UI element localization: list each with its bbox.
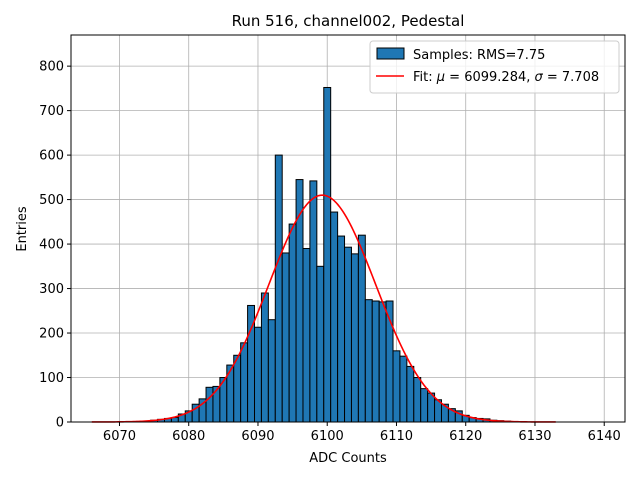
legend-samples-label: Samples: RMS=7.75 (413, 48, 545, 63)
fit-curve-group (91, 194, 556, 423)
histogram-bar (274, 154, 283, 423)
histogram-bar (288, 223, 297, 423)
legend-box (369, 40, 620, 94)
histogram-bar (323, 86, 332, 423)
legend-fit-sigma-symbol: σ (535, 70, 544, 85)
histogram-bar (233, 354, 242, 423)
histogram-bar (357, 234, 366, 423)
histogram-bar (392, 350, 401, 423)
x-tick-label: 6100 (311, 429, 344, 444)
histogram-bar (309, 180, 318, 423)
x-tick-label: 6120 (449, 429, 482, 444)
histogram-bar (413, 377, 422, 423)
histogram-bar (399, 355, 408, 423)
legend-fit-mu-symbol: μ (436, 70, 445, 85)
histogram-bar (302, 248, 311, 423)
fit-curve (91, 194, 556, 423)
y-tick-label: 200 (39, 327, 64, 342)
histogram-bar (254, 326, 262, 423)
histogram-bar (260, 292, 269, 423)
y-tick-label: 400 (39, 238, 64, 253)
y-tick-label: 0 (56, 416, 64, 431)
x-tick-label: 6080 (172, 429, 205, 444)
y-tick-label: 800 (39, 60, 64, 75)
y-tick-label: 300 (39, 282, 64, 297)
legend-fit-prefix: Fit: (413, 70, 437, 85)
histogram-bar (316, 265, 325, 423)
y-axis-ticks: 0 100 200 300 400 500 600 700 800 (39, 60, 71, 431)
x-tick-label: 6130 (518, 429, 551, 444)
histogram-bar (205, 386, 214, 423)
plot-frame (70, 34, 626, 423)
histogram-bar (240, 342, 249, 423)
histogram-bar (281, 252, 290, 423)
chart-title: Run 516, channel002, Pedestal (232, 12, 465, 30)
x-tick-label: 6140 (588, 429, 621, 444)
legend-fit-label: Fit: μ = 6099.284, σ = 7.708 (413, 70, 599, 85)
legend-fit-sigma-value: = 7.708 (543, 70, 599, 85)
histogram-bar (371, 300, 380, 423)
histogram-bar (337, 235, 346, 423)
x-tick-label: 6110 (380, 429, 413, 444)
histogram-bar (378, 301, 387, 423)
y-tick-label: 500 (39, 193, 64, 208)
histogram-bar (406, 365, 415, 423)
legend-samples-swatch (376, 47, 405, 60)
y-tick-label: 100 (39, 371, 64, 386)
x-axis-ticks: 6070 6080 6090 6100 6110 6120 6130 6140 (103, 422, 621, 444)
histogram-bar (427, 392, 436, 423)
histogram-bar (267, 319, 276, 423)
legend-fit-mu-value: = 6099.284, (445, 70, 534, 85)
histogram-bar (350, 253, 359, 423)
x-axis-label: ADC Counts (309, 451, 387, 466)
x-tick-label: 6090 (241, 429, 274, 444)
legend: Samples: RMS=7.75 Fit: μ = 6099.284, σ =… (369, 40, 620, 94)
histogram-bar (212, 385, 221, 423)
y-tick-label: 700 (39, 104, 64, 119)
y-axis-label: Entries (15, 206, 30, 252)
histogram-bar (420, 388, 429, 423)
histogram-bar (344, 246, 352, 423)
x-tick-label: 6070 (103, 429, 136, 444)
histogram-bar (330, 211, 339, 423)
histogram-bar (364, 299, 373, 423)
y-tick-label: 600 (39, 149, 64, 164)
